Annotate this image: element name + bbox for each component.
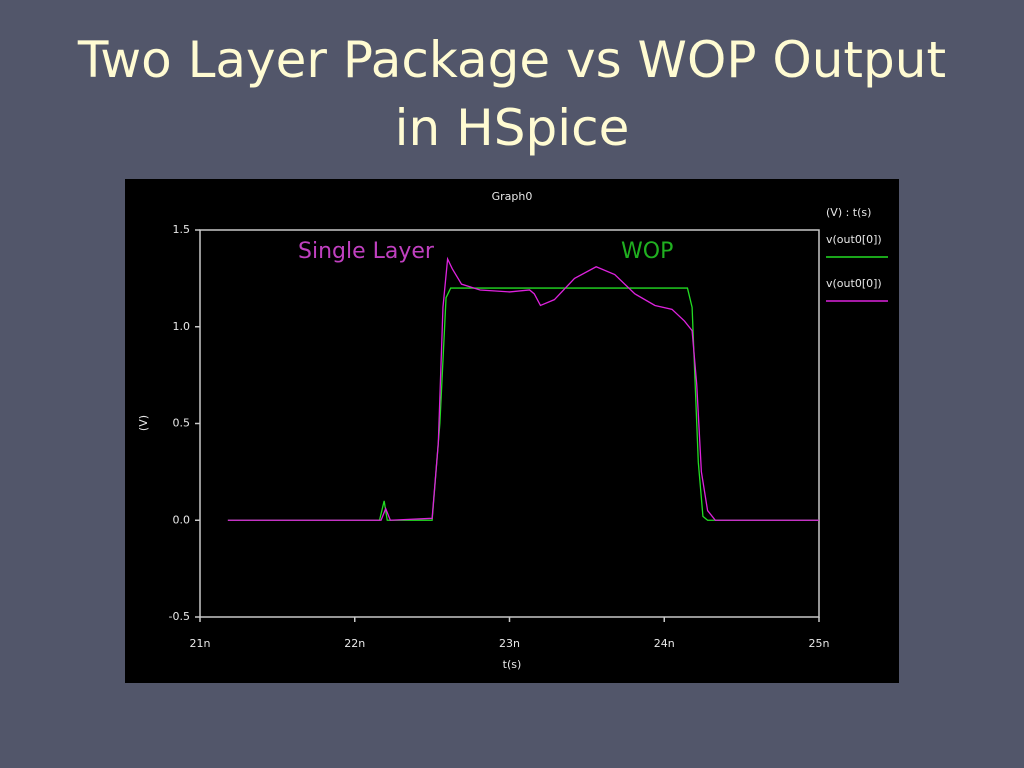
y-tick-label: 0.5 [173,417,191,430]
slide-title: Two Layer Package vs WOP Output [77,31,946,89]
slide-title: in HSpice [395,99,630,157]
x-tick-label: 23n [499,637,520,650]
series-line [227,287,819,521]
y-tick-label: 1.0 [173,320,191,333]
annotation: WOP [621,239,673,264]
series-line [227,256,819,521]
y-tick-label: -0.5 [169,610,190,623]
x-axis-label: t(s) [503,658,522,671]
x-tick-label: 21n [190,637,211,650]
y-axis-label: (V) [137,415,150,431]
y-tick-label: 1.5 [173,223,191,236]
x-tick-label: 25n [809,637,830,650]
chart-background [125,179,899,683]
annotation: Single Layer [298,239,435,264]
y-tick-label: 0.0 [173,513,191,526]
legend-title: (V) : t(s) [826,206,871,219]
x-tick-label: 24n [654,637,675,650]
legend-label: v(out0[0]) [826,277,882,290]
legend-label: v(out0[0]) [826,233,882,246]
x-tick-label: 22n [344,637,365,650]
chart-title: Graph0 [492,190,533,203]
